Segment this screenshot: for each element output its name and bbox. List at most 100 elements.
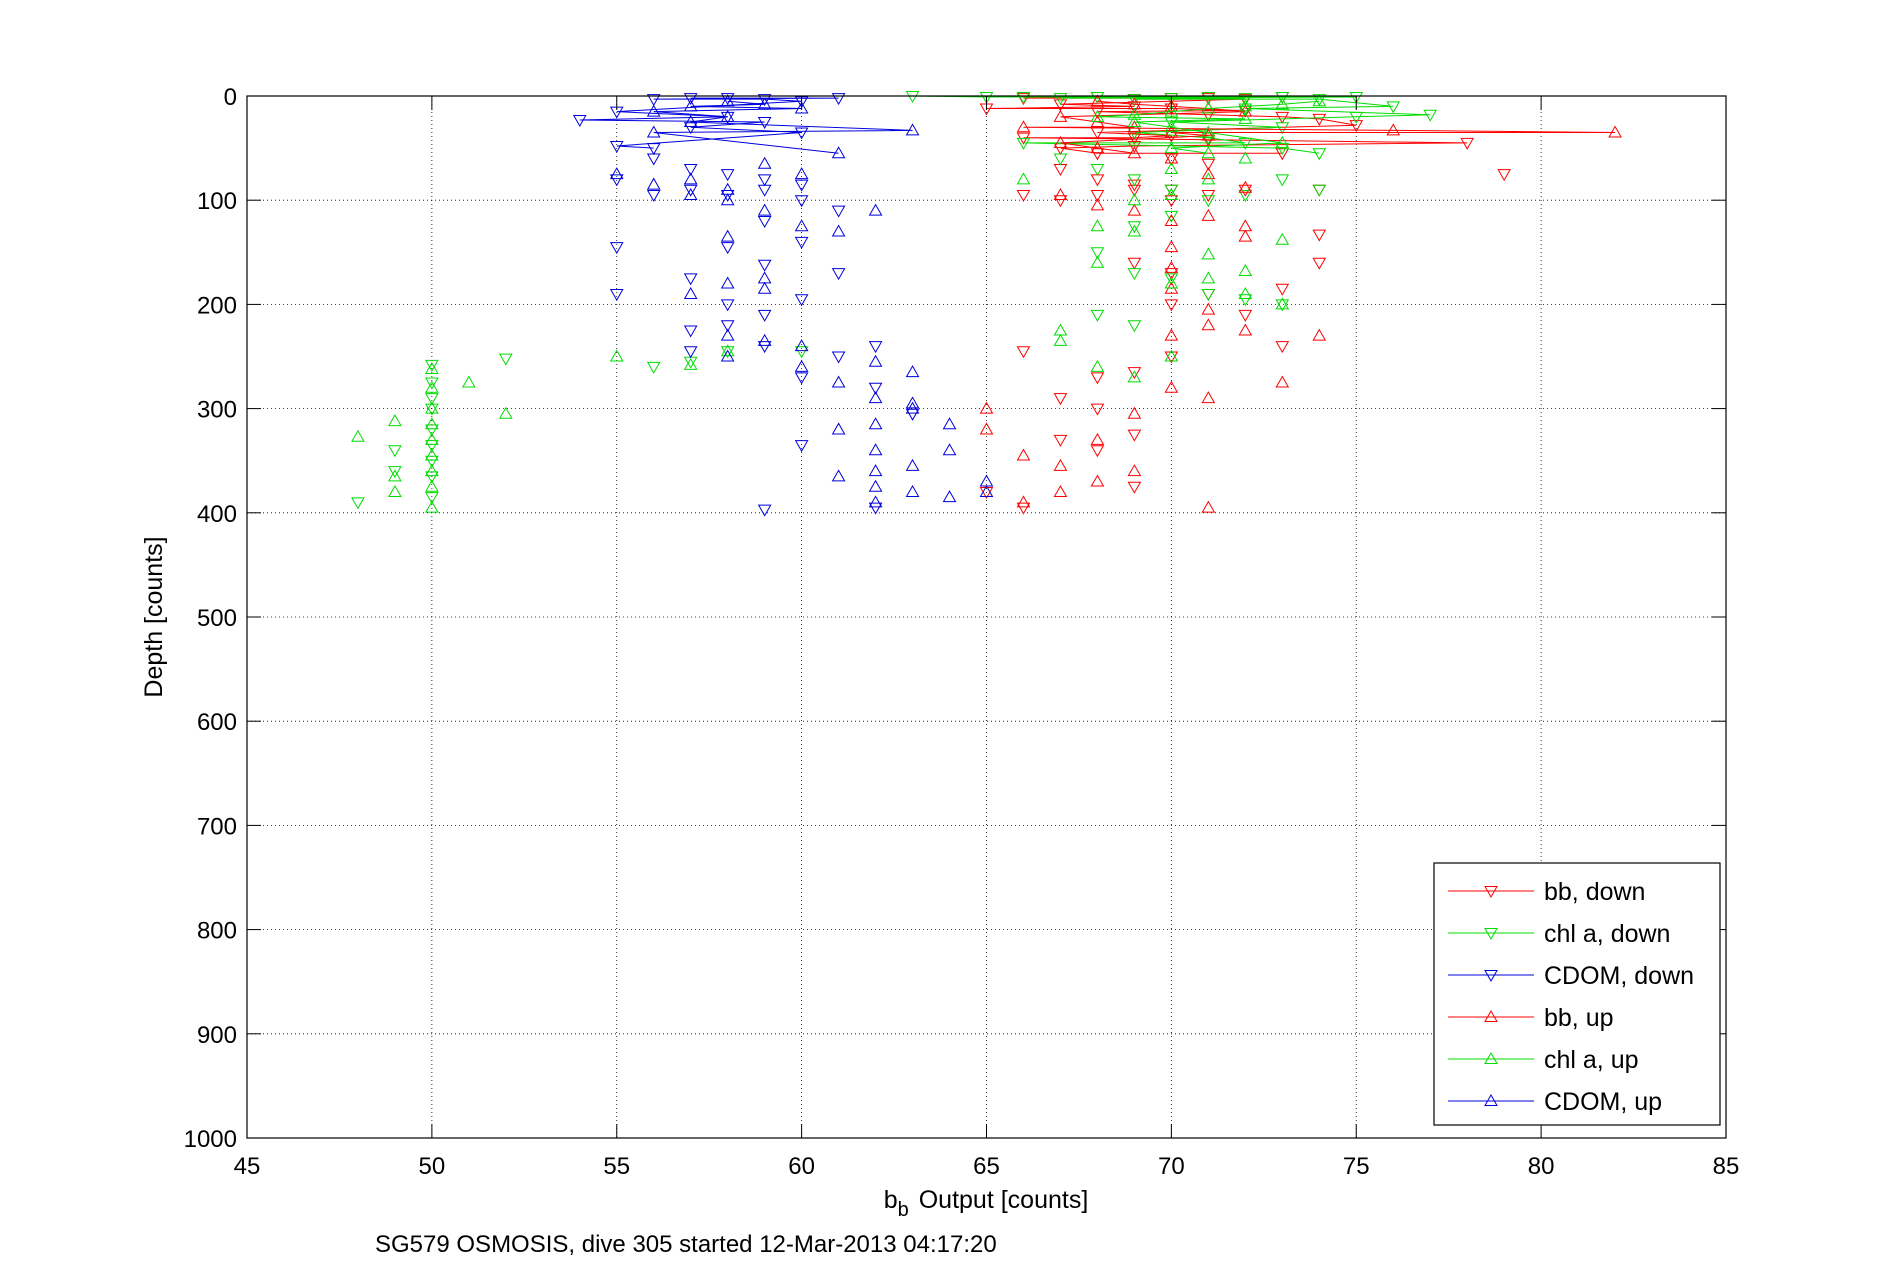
data-point — [1053, 434, 1068, 447]
data-point — [905, 408, 920, 421]
data-point — [1127, 101, 1142, 114]
data-point — [425, 471, 439, 484]
data-point — [1275, 341, 1290, 354]
data-point — [1090, 247, 1105, 260]
data-point — [720, 328, 735, 341]
data-point — [1090, 189, 1105, 202]
x-tick-label: 65 — [973, 1153, 1000, 1180]
data-point — [1275, 375, 1290, 388]
data-point — [609, 174, 624, 187]
data-point — [425, 417, 439, 430]
data-point — [1238, 93, 1253, 106]
data-point — [1127, 320, 1142, 333]
data-point — [905, 401, 920, 414]
data-point — [1349, 120, 1364, 133]
x-axis-label-text: Output [counts] — [919, 1186, 1089, 1214]
data-point — [757, 156, 772, 169]
data-point — [1053, 99, 1068, 112]
data-point — [905, 484, 920, 497]
data-point — [831, 93, 846, 106]
data-point — [1090, 445, 1105, 458]
data-point — [868, 443, 883, 456]
data-point — [757, 504, 772, 517]
data-point — [868, 341, 883, 354]
data-point — [720, 242, 735, 255]
data-point — [1127, 203, 1142, 216]
data-point — [794, 101, 809, 114]
data-point — [794, 219, 809, 232]
data-point — [720, 193, 735, 206]
data-point — [1090, 474, 1105, 487]
data-point — [683, 184, 698, 197]
data-point — [831, 205, 846, 218]
x-axis: 45 50 55 60 65 70 75 80 85 — [234, 96, 1739, 1180]
data-point — [794, 236, 809, 249]
data-point — [425, 361, 439, 375]
data-point — [720, 344, 735, 357]
data-point — [757, 341, 772, 354]
data-point — [425, 464, 439, 477]
data-point — [1164, 276, 1179, 289]
data-point — [1238, 111, 1253, 124]
data-point — [683, 163, 698, 176]
data-point — [1053, 135, 1068, 148]
data-point — [683, 357, 698, 370]
data-point — [831, 422, 846, 435]
data-point — [868, 203, 883, 216]
data-point — [1275, 135, 1290, 148]
data-point — [1201, 125, 1216, 138]
data-point — [646, 94, 661, 107]
data-point — [1386, 123, 1401, 136]
legend-label: CDOM, down — [1544, 962, 1694, 990]
data-point — [1312, 113, 1327, 126]
data-point — [1127, 406, 1142, 419]
data-point — [1164, 351, 1179, 364]
data-point — [425, 492, 439, 505]
data-point — [720, 94, 735, 107]
series-line — [1097, 100, 1320, 154]
data-point — [757, 174, 772, 187]
data-point — [1164, 380, 1179, 393]
data-point — [1201, 172, 1216, 185]
data-point — [1127, 367, 1142, 380]
data-point — [1497, 169, 1512, 182]
data-point — [1201, 208, 1216, 221]
data-point — [905, 365, 920, 378]
data-point — [1127, 221, 1142, 234]
data-point — [1238, 264, 1253, 277]
data-point — [1312, 148, 1327, 161]
data-point — [720, 93, 735, 106]
data-point — [1238, 189, 1253, 202]
data-point — [1090, 92, 1105, 105]
data-point — [1201, 288, 1216, 301]
data-point — [1053, 484, 1068, 497]
data-point — [1090, 255, 1105, 268]
data-point — [757, 117, 772, 130]
data-point — [425, 403, 439, 416]
y-tick-label: 200 — [197, 292, 237, 319]
data-point — [1053, 333, 1068, 346]
data-point — [1164, 153, 1179, 166]
data-point — [1238, 294, 1253, 307]
data-point — [757, 184, 772, 197]
data-point — [942, 417, 957, 430]
data-point — [1016, 346, 1031, 359]
data-point — [720, 320, 735, 333]
data-point — [757, 97, 772, 110]
data-point — [1201, 92, 1216, 105]
data-point — [1201, 500, 1216, 513]
data-point — [609, 141, 624, 154]
data-point — [794, 195, 809, 208]
data-point — [1164, 93, 1179, 106]
data-point — [1201, 158, 1216, 171]
data-point — [720, 346, 735, 359]
data-point — [1164, 187, 1179, 200]
data-point — [646, 104, 661, 117]
data-point — [1238, 151, 1253, 164]
data-point — [831, 224, 846, 237]
data-point — [461, 375, 476, 388]
data-point — [720, 299, 735, 312]
data-point — [1275, 297, 1290, 310]
data-point — [1238, 94, 1253, 107]
data-point — [1016, 448, 1031, 461]
